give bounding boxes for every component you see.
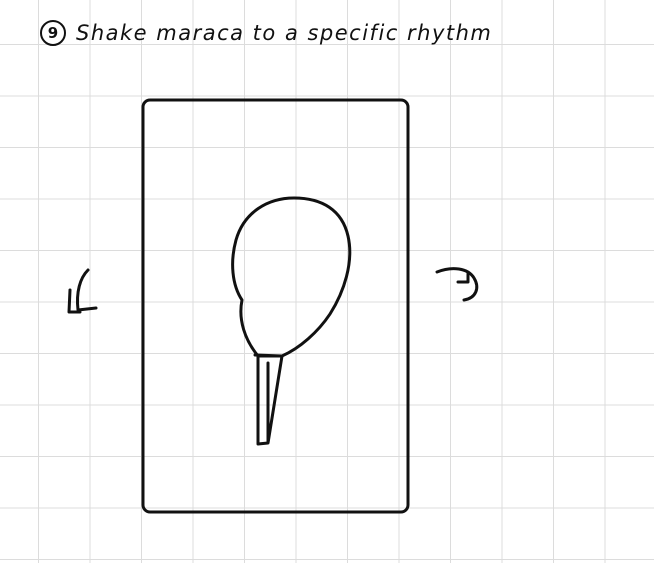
maraca-head	[231, 196, 352, 358]
counterclockwise-arrow-icon	[67, 268, 98, 314]
maraca-handle	[256, 354, 284, 446]
step-number: 9	[47, 24, 59, 42]
step-instruction: Shake maraca to a specific rhythm	[76, 21, 493, 45]
step-title: 9 Shake maraca to a specific rhythm	[40, 20, 492, 46]
step-number-badge: 9	[40, 20, 66, 46]
maraca-band	[253, 353, 284, 358]
clockwise-arrow-icon	[435, 267, 479, 302]
device-frame	[141, 98, 410, 514]
